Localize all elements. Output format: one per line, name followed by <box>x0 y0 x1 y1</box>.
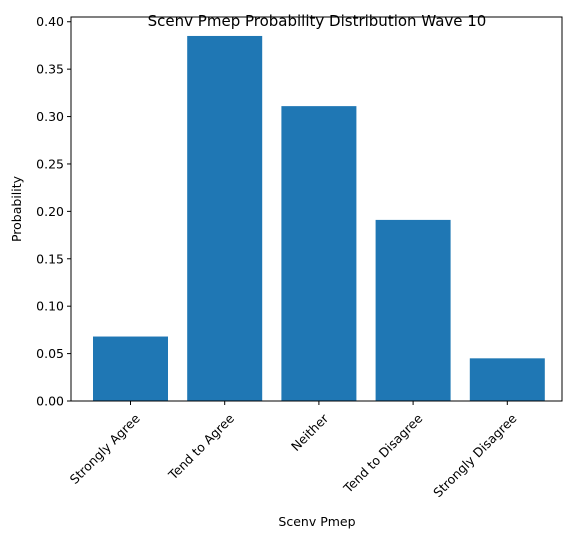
y-tick-label: 0.25 <box>36 156 64 171</box>
x-tick-label: Strongly Disagree <box>430 410 520 500</box>
bar <box>281 106 357 401</box>
y-tick-label: 0.40 <box>36 14 64 29</box>
bar <box>375 219 451 401</box>
bar <box>93 336 168 401</box>
x-tick-label: Tend to Disagree <box>340 410 426 496</box>
x-axis-label: Scenv Pmep <box>278 514 355 529</box>
x-axis: Strongly Agree Tend to Agree Neither Tend t… <box>67 401 520 500</box>
y-tick-label: 0.00 <box>36 394 64 409</box>
bar <box>187 35 263 402</box>
bars-group <box>93 35 545 402</box>
y-axis: 0.00 0.05 0.10 0.15 0.20 0.25 0.30 0.35 0.40 <box>36 14 71 409</box>
y-tick-label: 0.35 <box>36 62 64 77</box>
y-tick-label: 0.20 <box>36 204 64 219</box>
y-axis-label: Probability <box>9 175 24 242</box>
chart-title: Scenv Pmep Probability Distribution Wave… <box>148 12 487 30</box>
y-tick-label: 0.15 <box>36 251 64 266</box>
bar <box>469 358 545 401</box>
x-tick-label: Strongly Agree <box>67 410 143 486</box>
y-tick-label: 0.10 <box>36 299 64 314</box>
y-tick-label: 0.05 <box>36 346 64 361</box>
y-tick-label: 0.30 <box>36 109 64 124</box>
x-tick-label: Neither <box>288 410 332 454</box>
x-tick-label: Tend to Agree <box>165 410 238 483</box>
plot-frame <box>70 16 563 402</box>
